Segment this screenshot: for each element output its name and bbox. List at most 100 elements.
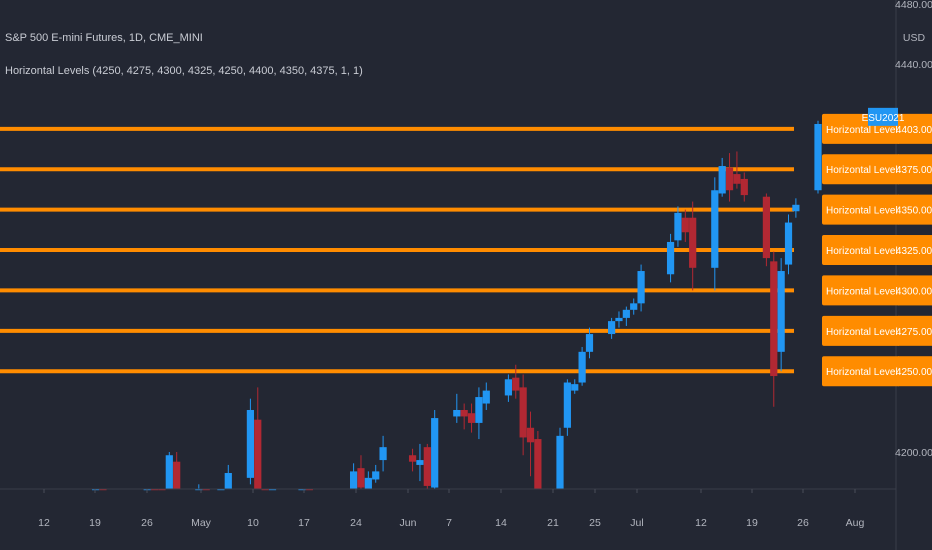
candle-2021-06-11[interactable] [482,382,490,410]
candle-2021-05-10[interactable] [246,398,254,485]
candle-body [777,271,785,352]
candle-2021-06-03[interactable] [423,443,431,489]
candle-body [408,455,417,462]
candle-2021-06-23[interactable] [571,379,579,394]
candle-2021-07-06[interactable] [666,233,675,283]
candle-2021-07-19[interactable] [762,193,770,267]
candle-2021-05-13[interactable] [268,489,277,491]
candle-2021-06-17[interactable] [526,411,535,477]
candle-2021-07-16[interactable] [740,172,748,202]
candle-2021-04-29[interactable] [165,452,173,489]
candle-2021-06-15[interactable] [512,364,520,399]
candle-2021-05-07[interactable] [224,464,232,489]
candle-2021-06-07[interactable] [453,393,461,423]
candle-2021-07-22[interactable] [784,214,793,275]
candle-2021-07-20[interactable] [770,251,778,407]
candle-body [460,409,468,417]
candle-2021-06-18[interactable] [534,430,542,489]
candle-2021-07-21[interactable] [777,258,785,372]
candle-body [762,196,770,259]
candle-2021-07-08[interactable] [681,209,689,242]
symbol-title[interactable]: S&P 500 E-mini Futures, 1D, CME_MINI [5,32,203,44]
candle-2021-05-24[interactable] [350,463,358,489]
candle-2021-04-19[interactable] [92,489,100,491]
x-tick-label-12: 12 [695,517,707,529]
candle-2021-05-11[interactable] [254,387,262,489]
candle-2021-05-18[interactable] [305,489,313,491]
candle-2021-06-01[interactable] [408,448,417,472]
candle-2021-07-01[interactable] [630,298,638,315]
candle-body [195,489,203,491]
candle-2021-05-06[interactable] [217,489,225,491]
candle-2021-07-13[interactable] [718,157,726,197]
candle-body [740,178,748,196]
candle-2021-07-23[interactable] [792,198,800,218]
candle-2021-06-02[interactable] [416,443,424,482]
candle-body [150,489,159,491]
candle-body [217,489,225,491]
candle-2021-07-12[interactable] [711,177,719,291]
candle-2021-06-08[interactable] [460,403,468,430]
candle-2021-07-14[interactable] [725,153,734,202]
candle-2021-04-30[interactable] [173,452,181,489]
candle-2021-06-04[interactable] [431,409,439,489]
candle-2021-05-17[interactable] [298,489,306,491]
candle-body [718,166,726,194]
candle-body [666,241,675,275]
candle-2021-05-03[interactable] [195,484,203,491]
level-value-box [898,154,932,185]
candle-2021-06-16[interactable] [519,374,527,456]
candle-2021-04-20[interactable] [99,489,107,491]
candle-2021-05-26[interactable] [364,471,372,489]
candle-body [622,309,630,318]
candle-2021-07-02[interactable] [637,264,645,312]
candle-2021-06-10[interactable] [475,387,483,440]
time-axis[interactable]: 12 19 26 May 10 17 24 Jun 7 14 21 25 Jul 12 19 26 Aug [38,489,864,529]
candle-2021-05-04[interactable] [202,489,210,491]
level-label-name: Horizontal Levels:Level 6 [826,125,932,136]
candle-2021-06-14[interactable] [504,374,512,402]
candle-2021-05-12[interactable] [261,489,269,491]
symbol-badge[interactable]: ESU2021 [862,107,905,126]
x-tick-label-19: 19 [89,517,101,529]
candle-body [431,418,439,488]
candle-2021-04-28[interactable] [158,489,166,491]
level-value-box [898,356,932,387]
candle-2021-06-22[interactable] [563,379,571,436]
candle-2021-05-28[interactable] [379,435,387,472]
candle-body [711,190,719,268]
price-axis[interactable]: 4480.00 USD 4440.00 4200.00 [895,0,932,459]
candle-2021-06-24[interactable] [578,346,586,386]
candle-body [482,390,490,404]
candle-2021-07-15[interactable] [733,151,741,189]
levels-layer [0,126,794,374]
x-tick-label-26: 26 [797,517,809,529]
candle-2021-06-28[interactable] [608,317,616,339]
candle-2021-06-25[interactable] [585,327,594,359]
x-tick-label-17: 17 [298,517,310,529]
candle-2021-07-26[interactable] [814,120,822,194]
candle-2021-06-21[interactable] [556,427,564,489]
chart-header: S&P 500 E-mini Futures, 1D, CME_MINI Hor… [5,32,363,77]
y-tick-label-4440: 4440.00 [895,59,932,71]
candles-layer [92,120,822,491]
candle-2021-07-07[interactable] [674,206,682,247]
candle-2021-06-09[interactable] [467,403,476,433]
candle-2021-07-09[interactable] [689,201,697,291]
candle-2021-06-30[interactable] [622,306,630,326]
candle-2021-04-27[interactable] [150,489,159,491]
candle-2021-05-27[interactable] [372,464,380,483]
candle-2021-05-25[interactable] [357,455,365,489]
level-label-name: Horizontal Levels:Level 5 [826,367,932,378]
candle-body [379,447,387,461]
indicator-legend[interactable]: Horizontal Levels (4250, 4275, 4300, 432… [5,65,363,77]
candle-2021-06-29[interactable] [615,311,623,328]
y-tick-label-top: 4480.00 [895,0,932,11]
